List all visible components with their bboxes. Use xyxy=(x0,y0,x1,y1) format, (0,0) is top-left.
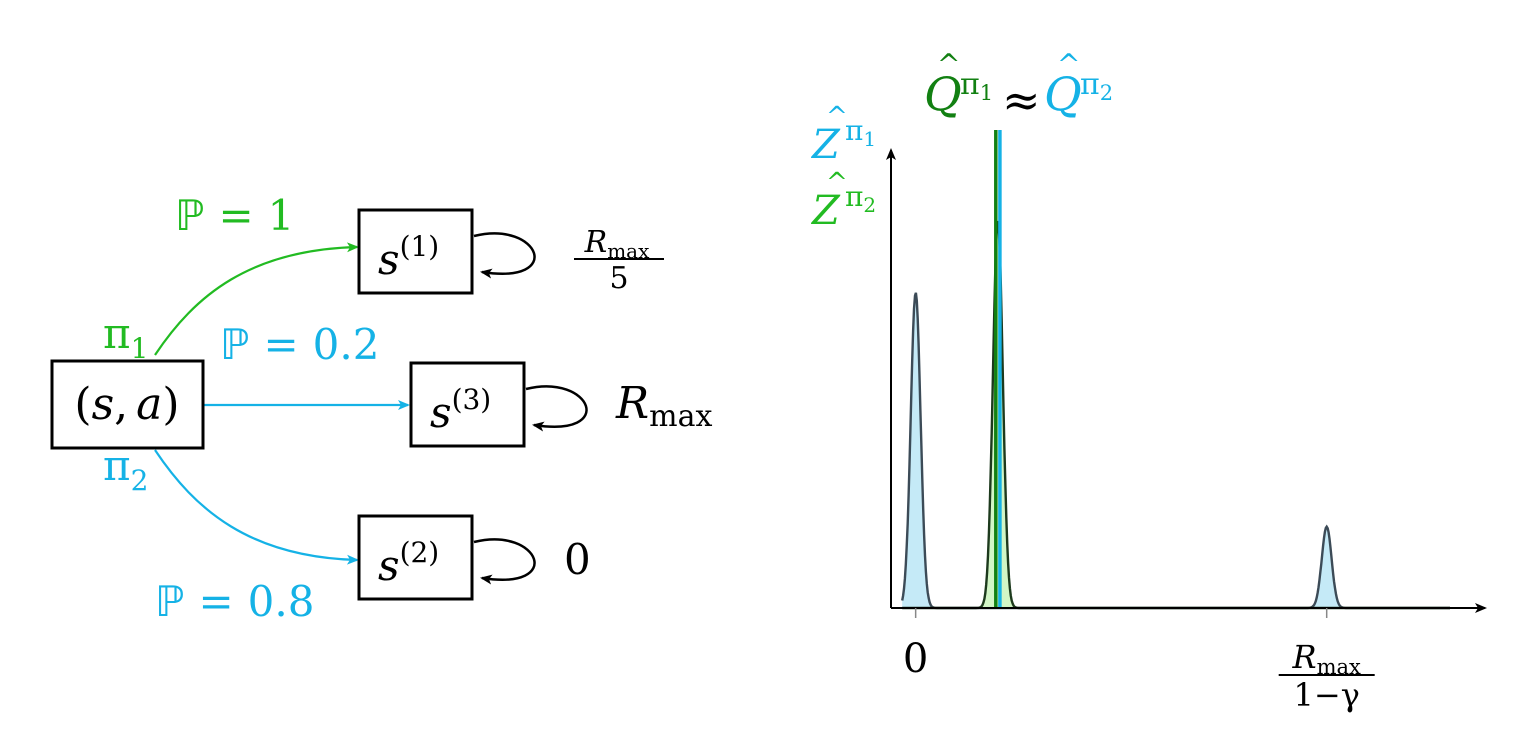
state-node-s1: s(1) xyxy=(357,208,536,295)
self-loop-s2 xyxy=(473,538,536,585)
title-approx-symbol: ≈ xyxy=(1002,73,1041,127)
reward-s1: Rmax 5 xyxy=(574,225,664,296)
self-loop-s3 xyxy=(525,385,588,432)
svg-text:π1: π1 xyxy=(960,67,993,105)
title-q-pi1: Q xyxy=(924,67,962,121)
start-node-open: ( xyxy=(74,379,91,430)
svg-text:Z: Z xyxy=(810,122,841,168)
self-loop-s1 xyxy=(473,232,536,279)
svg-text:Rmax: Rmax xyxy=(1292,638,1362,679)
svg-text:π2: π2 xyxy=(845,180,876,217)
y-label-z-pi2: Z ^ π2 xyxy=(810,168,876,234)
svg-text:Z: Z xyxy=(810,188,841,234)
svg-text:π2: π2 xyxy=(1080,67,1113,105)
policy-pi1-label: π1 xyxy=(103,309,148,365)
svg-text:s(3): s(3) xyxy=(430,383,491,437)
start-node-comma: , xyxy=(114,379,128,430)
mdp-diagram: (s, a) π1 π2 ℙ = 1 ℙ = 0.2 ℙ = 0.8 s(1) Rmax 5 … xyxy=(50,191,712,626)
svg-text:Rmax: Rmax xyxy=(584,225,650,263)
svg-text:s(2): s(2) xyxy=(378,536,439,590)
edge-prob-2-label: ℙ = 0.2 xyxy=(220,320,379,369)
state-node-s3: s(3) xyxy=(409,361,588,448)
distribution-pi2-outline xyxy=(902,220,1450,610)
distribution-pi1-outline xyxy=(901,292,1450,610)
edge-prob-1-label: ℙ = 1 xyxy=(175,191,294,240)
reward-s2: 0 xyxy=(564,535,591,584)
policy-pi2-label: π2 xyxy=(103,441,148,497)
edge-prob-3-label: ℙ = 0.8 xyxy=(155,577,314,626)
svg-text:(s,a): (s, a) xyxy=(74,379,179,430)
svg-text:^: ^ xyxy=(826,168,848,198)
svg-text:1−γ: 1−γ xyxy=(1294,676,1360,714)
chart-title-q-approx: Q ^ π1 ≈ Q ^ π2 xyxy=(924,48,1113,127)
start-node-state: s xyxy=(92,379,115,430)
reward-s3: Rmax xyxy=(615,378,712,434)
x-tick-label-rmax: Rmax 1−γ xyxy=(1278,638,1375,714)
svg-text:5: 5 xyxy=(609,261,628,296)
start-node: (s, a) xyxy=(50,359,205,450)
start-node-close: ) xyxy=(162,379,179,430)
distribution-pi2-area xyxy=(902,221,1450,608)
x-tick-label-0: 0 xyxy=(903,636,928,682)
title-q-pi2: Q xyxy=(1044,67,1082,121)
distribution-pi1-area xyxy=(902,292,1450,608)
state-node-s2: s(2) xyxy=(357,514,536,601)
svg-text:^: ^ xyxy=(1057,48,1080,81)
distribution-areas xyxy=(901,220,1450,610)
edge-pi2-to-s2 xyxy=(154,449,359,565)
svg-text:π1: π1 xyxy=(845,114,876,151)
q-value-lines xyxy=(994,130,1002,608)
edge-pi1-to-s1 xyxy=(154,242,359,356)
y-label-z-pi1: Z ^ π1 xyxy=(810,102,876,168)
svg-text:s(1): s(1) xyxy=(378,230,439,284)
start-node-action: a xyxy=(136,379,162,430)
svg-text:^: ^ xyxy=(826,102,848,132)
return-distribution-chart: 0 Rmax 1−γ Z ^ π1 Z ^ π2 Q ^ π1 ≈ Q ^ π2 xyxy=(810,48,1487,714)
svg-text:^: ^ xyxy=(937,48,960,81)
